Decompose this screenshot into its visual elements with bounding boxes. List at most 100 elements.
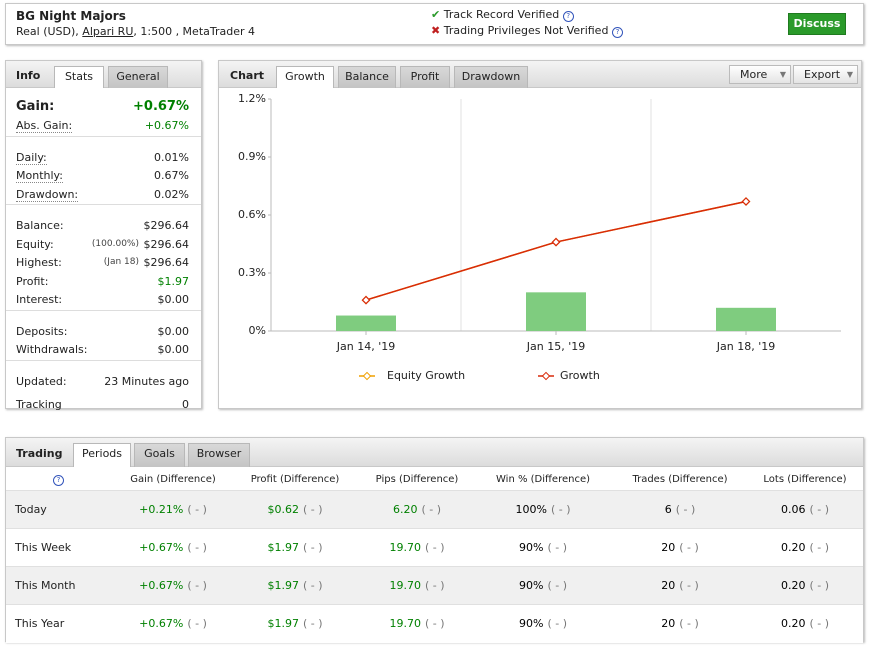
cell-value: +0.21% [139, 503, 184, 516]
column-header: Win % (Difference) [496, 474, 590, 485]
stat-value: 0.02% [154, 187, 189, 201]
verified-text: Track Record Verified [443, 8, 560, 21]
stat-value: 23 Minutes ago [104, 374, 189, 388]
table-cell: 20( - ) [620, 541, 740, 554]
panel-label: Trading [16, 447, 63, 460]
tab[interactable]: Periods [73, 443, 131, 467]
stat-label: Interest: [16, 293, 63, 306]
cell-value: $1.97 [267, 617, 299, 630]
cell-diff: ( - ) [809, 617, 830, 630]
column-header: Profit (Difference) [250, 474, 340, 485]
stat-label: Tracking [16, 397, 62, 411]
not-verified-text: Trading Privileges Not Verified [443, 24, 609, 37]
cell-diff: ( - ) [424, 579, 445, 592]
discuss-button[interactable]: Discuss [788, 13, 846, 35]
cell-value: +0.67% [139, 541, 184, 554]
cell-value: 0.20 [780, 541, 806, 554]
tab[interactable]: Drawdown [454, 66, 528, 88]
tab[interactable]: General [108, 66, 168, 88]
cell-diff: ( - ) [302, 617, 323, 630]
table-cell: $1.97( - ) [235, 541, 355, 554]
table-cell: 19.70( - ) [357, 617, 477, 630]
help-icon[interactable]: ? [562, 11, 574, 22]
cell-diff: ( - ) [809, 541, 830, 554]
separator [6, 135, 201, 137]
cell-value: +0.67% [139, 579, 184, 592]
cell-diff: ( - ) [424, 617, 445, 630]
stat-label: Drawdown: [16, 187, 79, 202]
help-icon[interactable]: ? [53, 475, 64, 486]
account-title: BG Night Majors [16, 9, 126, 23]
stat-label: Profit: [16, 274, 49, 288]
account-details: , 1:500 , MetaTrader 4 [133, 25, 256, 38]
header: BG Night Majors Real (USD), Alpari RU, 1… [5, 3, 864, 45]
cell-diff: ( - ) [187, 541, 207, 554]
table-cell: 0.20( - ) [745, 617, 865, 630]
table-cell: 0.06( - ) [745, 503, 865, 516]
stat-value: $0.00 [157, 343, 190, 356]
table-cell: +0.21%( - ) [113, 503, 233, 516]
tab[interactable]: Stats [54, 66, 104, 88]
stat-label: Withdrawals: [16, 343, 88, 356]
table-row [6, 528, 863, 567]
dropdown-arrow: ▼ [779, 70, 786, 79]
table-cell: 90%( - ) [483, 541, 603, 554]
stat-value: $296.64 [143, 219, 190, 232]
cell-value: 6 [664, 503, 672, 516]
dropdown-button[interactable]: More ▼ [729, 65, 791, 84]
help-icon[interactable]: ? [611, 27, 623, 38]
tab[interactable]: Goals [134, 443, 185, 467]
cell-diff: ( - ) [187, 617, 207, 630]
track-record: ✔ Track Record Verified ? [431, 8, 574, 22]
tab[interactable]: Browser [188, 443, 250, 467]
cell-value: 19.70 [389, 617, 421, 630]
stat-label: Deposits: [16, 324, 68, 338]
cell-value: +0.67% [139, 617, 184, 630]
separator [6, 359, 201, 361]
table-cell: +0.67%( - ) [113, 579, 233, 592]
panel-label: Info [16, 69, 41, 82]
panel-label: Chart [230, 69, 265, 82]
stat-label: Abs. Gain: [16, 119, 73, 133]
stat-value: $0.00 [157, 293, 190, 306]
cell-value: 90% [519, 579, 544, 592]
cell-diff: ( - ) [302, 579, 323, 592]
stat-label: Equity: [16, 237, 54, 251]
cell-value: $1.97 [267, 579, 299, 592]
cell-diff: ( - ) [550, 503, 571, 516]
cell-diff: ( - ) [809, 579, 830, 592]
cell-value: 0.20 [780, 617, 806, 630]
table-row [6, 566, 863, 605]
cell-value: 0.20 [780, 579, 806, 592]
cell-value: 19.70 [389, 541, 421, 554]
cell-diff: ( - ) [675, 503, 696, 516]
table-cell: 20( - ) [620, 617, 740, 630]
table-cell: $0.62( - ) [235, 503, 355, 516]
table-cell: +0.67%( - ) [113, 541, 233, 554]
table-cell: 100%( - ) [483, 503, 603, 516]
table-cell: $1.97( - ) [235, 617, 355, 630]
cell-diff: ( - ) [187, 579, 207, 592]
tab[interactable]: Profit [400, 66, 450, 88]
column-header: Trades (Difference) [632, 474, 728, 485]
stat-value: 0.67% [154, 169, 189, 182]
stat-label: Daily: [16, 150, 47, 165]
tab[interactable]: Balance [338, 66, 396, 88]
table-row [6, 490, 863, 529]
dropdown-button[interactable]: Export ▼ [793, 65, 858, 84]
stat-label: Highest: [16, 256, 62, 269]
stat-value: $296.64 [143, 256, 190, 269]
stat-value: $296.64 [143, 237, 190, 251]
tab[interactable]: Growth [276, 66, 334, 88]
separator [6, 309, 201, 311]
stat-label: Monthly: [16, 169, 63, 183]
table-cell: 90%( - ) [483, 617, 603, 630]
table-cell: +0.67%( - ) [113, 617, 233, 630]
table-row [6, 604, 863, 643]
broker-link[interactable]: Alpari RU [82, 25, 134, 38]
table-cell: 20( - ) [620, 579, 740, 592]
cell-diff: ( - ) [547, 579, 567, 592]
table-cell: 0.20( - ) [745, 541, 865, 554]
stat-note: (100.00%) [91, 238, 139, 249]
